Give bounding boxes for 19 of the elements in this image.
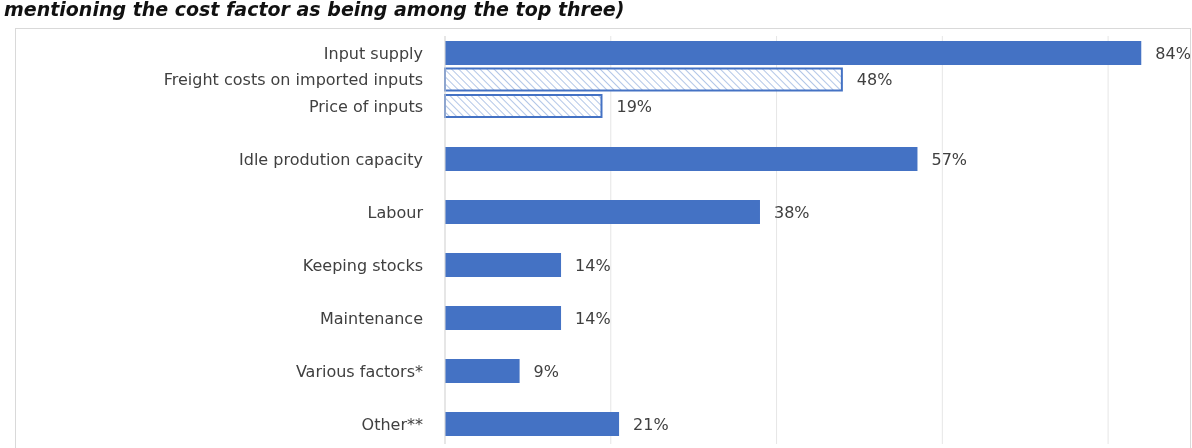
data-label: 14% bbox=[575, 308, 611, 328]
y-tick-label: Idle prodution capacity bbox=[239, 149, 423, 169]
y-tick-label: Various factors* bbox=[295, 361, 423, 381]
data-label: 57% bbox=[931, 149, 968, 169]
data-label: 14% bbox=[575, 255, 611, 275]
data-label: 9% bbox=[533, 361, 559, 381]
data-label: 84% bbox=[1155, 43, 1191, 63]
y-tick-label: Other** bbox=[361, 414, 423, 434]
y-tick-label: Price of inputs bbox=[308, 96, 423, 116]
data-label: 48% bbox=[856, 70, 893, 90]
data-label: 38% bbox=[773, 202, 810, 222]
chart-title: mentioning the cost factor as being among the top three) bbox=[4, 0, 625, 20]
y-tick-label: Labour bbox=[367, 202, 424, 222]
y-tick-label: Keeping stocks bbox=[302, 255, 423, 275]
y-tick-label: Input supply bbox=[323, 43, 423, 63]
y-tick-label: Freight costs on imported inputs bbox=[163, 70, 423, 90]
data-label: 19% bbox=[616, 96, 653, 116]
y-tick-label: Maintenance bbox=[319, 308, 423, 328]
data-label: 21% bbox=[633, 414, 669, 434]
